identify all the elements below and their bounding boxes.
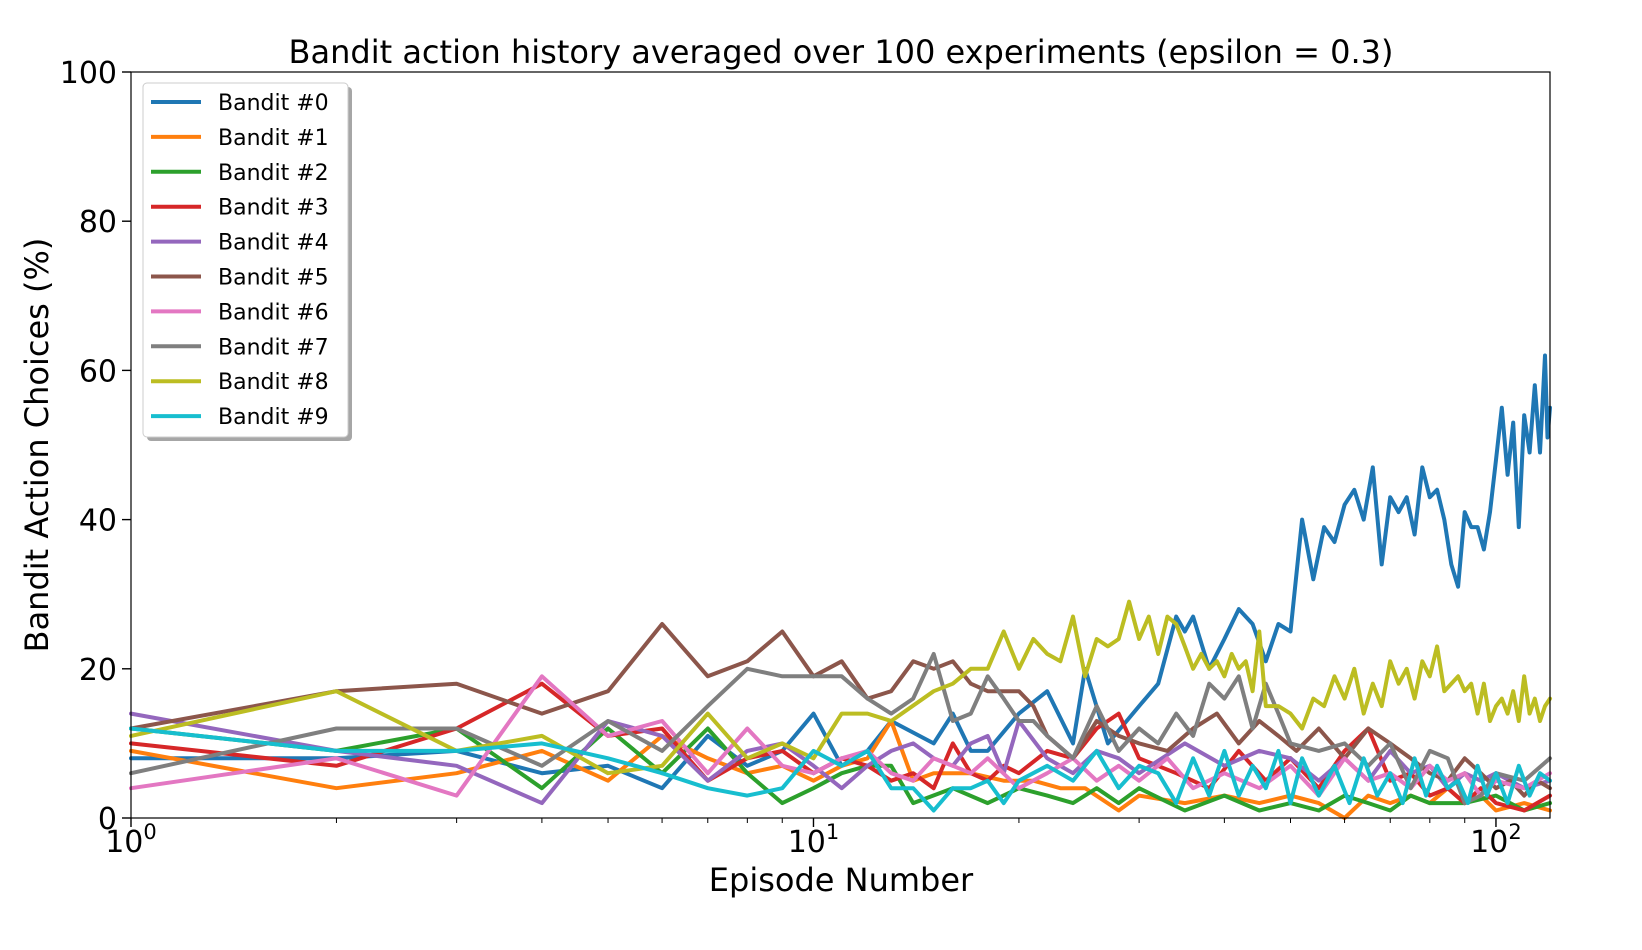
legend-label: Bandit #5	[218, 266, 329, 291]
legend-label: Bandit #1	[218, 126, 329, 151]
y-tick-label: 80	[79, 205, 117, 240]
legend: Bandit #0 Bandit #1 Bandit #2 Bandit #3 Band…	[142, 82, 352, 441]
series-line-9	[129, 726, 1552, 813]
y-tick-label: 40	[79, 504, 117, 539]
series-line-7	[129, 651, 1552, 806]
x-tick-label: 100	[105, 820, 157, 860]
y-axis-label: Bandit Action Choices (%)	[18, 238, 56, 653]
legend-label: Bandit #7	[218, 335, 329, 360]
legend-label: Bandit #9	[218, 405, 329, 430]
x-axis-ticks: 100 101 102	[105, 818, 1522, 860]
series-line-3	[129, 681, 1552, 813]
legend-label: Bandit #8	[218, 370, 329, 395]
x-axis-label: Episode Number	[709, 861, 974, 899]
series-line-2	[129, 726, 1552, 813]
legend-label: Bandit #0	[218, 91, 329, 116]
legend-label: Bandit #6	[218, 300, 329, 325]
plot-frame	[130, 71, 1551, 819]
y-axis-ticks: 0 20 40 60 80 100	[60, 56, 131, 837]
legend-label: Bandit #4	[218, 231, 329, 256]
series-layer	[129, 353, 1552, 820]
y-tick-label: 100	[60, 56, 117, 91]
y-tick-label: 20	[79, 653, 117, 688]
y-tick-label: 60	[79, 354, 117, 389]
x-tick-label: 102	[1470, 820, 1522, 860]
y-tick-label: 0	[98, 802, 117, 837]
series-line-8	[129, 599, 1552, 776]
x-tick-label: 101	[788, 820, 840, 860]
legend-label: Bandit #2	[218, 161, 329, 186]
legend-label: Bandit #3	[218, 196, 329, 221]
chart-title: Bandit action history averaged over 100 …	[289, 33, 1394, 71]
